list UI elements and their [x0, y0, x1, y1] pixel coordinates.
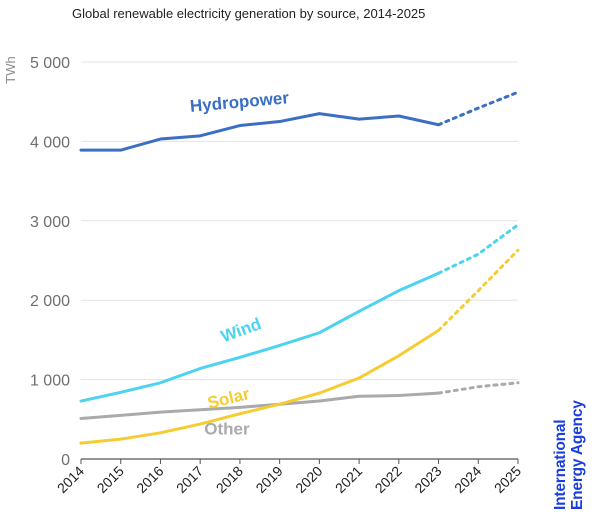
x-tick-label: 2015	[94, 463, 127, 496]
x-tick-label: 2023	[411, 463, 444, 496]
y-tick-label: 4 000	[30, 134, 70, 151]
y-tick-label: 3 000	[30, 214, 70, 231]
series-lines	[79, 90, 520, 445]
x-tick-label: 2016	[133, 463, 166, 496]
grid-lines	[81, 61, 518, 460]
y-tick-labels: 0 1 000 2 000 3 000 4 000 5 000	[30, 55, 70, 469]
iea-logo: International Energy Agency	[552, 400, 586, 510]
x-tick-label: 2025	[491, 463, 524, 496]
x-tick-label: 2024	[451, 463, 484, 496]
wind-line	[79, 271, 441, 403]
x-tick-label: 2020	[292, 463, 325, 496]
chart-title: Global renewable electricity generation …	[72, 6, 426, 21]
x-tick-label: 2014	[54, 463, 87, 496]
other-line	[79, 391, 441, 421]
y-tick-label: 0	[61, 452, 70, 469]
x-tick-labels: 2014 2015 2016 2017 2018 2019 2020 2021 2022 2023…	[54, 459, 524, 496]
hydropower-line	[79, 112, 441, 152]
logo-line-1: International	[552, 419, 569, 510]
y-axis-label: TWh	[3, 56, 18, 83]
x-tick-label: 2017	[173, 463, 206, 496]
wind-forecast-line	[437, 223, 520, 275]
hydropower-series-label: Hydropower	[189, 88, 290, 116]
solar-line	[79, 328, 441, 445]
y-tick-label: 2 000	[30, 293, 70, 310]
logo-line-2: Energy Agency	[569, 400, 586, 510]
x-tick-label: 2019	[252, 463, 285, 496]
other-forecast-line	[437, 381, 520, 395]
wind-series-label: Wind	[218, 314, 263, 346]
x-tick-label: 2022	[372, 463, 405, 496]
y-tick-label: 5 000	[30, 55, 70, 72]
y-tick-label: 1 000	[30, 373, 70, 390]
x-tick-label: 2018	[213, 463, 246, 496]
x-tick-label: 2021	[332, 463, 365, 496]
hydropower-forecast-line	[437, 90, 520, 127]
solar-forecast-line	[437, 248, 520, 332]
other-series-label: Other	[204, 419, 250, 438]
